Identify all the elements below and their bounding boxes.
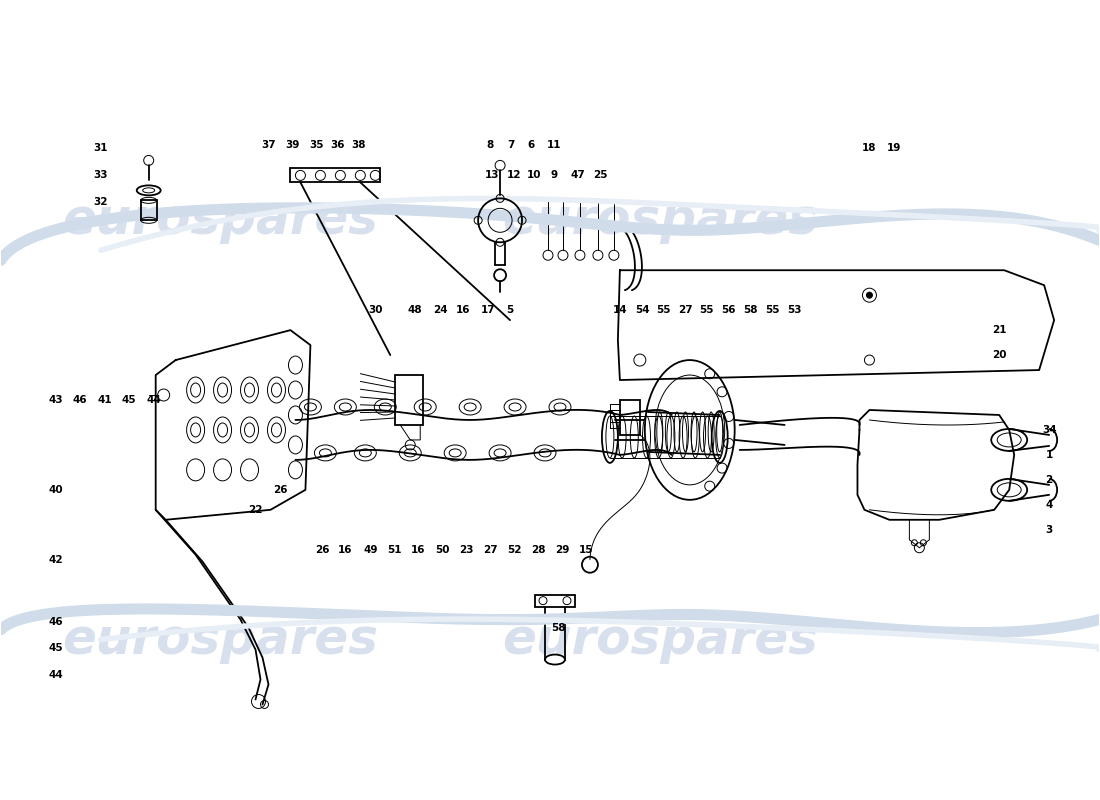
Text: 27: 27	[679, 305, 693, 315]
Text: 45: 45	[121, 395, 136, 405]
Bar	[620, 400, 640, 435]
Text: 26: 26	[273, 485, 288, 495]
Text: 27: 27	[483, 545, 497, 554]
Text: 38: 38	[351, 141, 365, 150]
Text: 7: 7	[507, 141, 515, 150]
Text: 46: 46	[48, 617, 63, 626]
Text: 41: 41	[98, 395, 112, 405]
Text: 58: 58	[551, 622, 565, 633]
Text: 55: 55	[700, 305, 714, 315]
Text: 26: 26	[315, 545, 330, 554]
Text: 19: 19	[888, 143, 902, 154]
Text: eurospares: eurospares	[502, 196, 817, 244]
Text: 24: 24	[433, 305, 448, 315]
Text: 56: 56	[722, 305, 736, 315]
Text: 44: 44	[146, 395, 161, 405]
Text: 58: 58	[744, 305, 758, 315]
Text: 3: 3	[1045, 525, 1053, 534]
Text: 50: 50	[434, 545, 450, 554]
Text: 34: 34	[1042, 425, 1056, 435]
Text: 22: 22	[249, 505, 263, 515]
Text: 32: 32	[94, 198, 108, 207]
Text: 25: 25	[593, 170, 607, 180]
Bar	[290, 169, 381, 182]
Text: 36: 36	[330, 141, 344, 150]
Text: 30: 30	[368, 305, 383, 315]
Text: 43: 43	[48, 395, 63, 405]
Text: 21: 21	[992, 325, 1007, 335]
Bar	[141, 200, 156, 220]
Text: 37: 37	[261, 141, 276, 150]
Text: 46: 46	[73, 395, 87, 405]
Text: 31: 31	[94, 143, 108, 154]
Text: 53: 53	[788, 305, 802, 315]
Text: 52: 52	[507, 545, 521, 554]
Text: 33: 33	[94, 170, 108, 180]
Text: 16: 16	[338, 545, 353, 554]
Text: 39: 39	[285, 141, 299, 150]
Text: 17: 17	[481, 305, 495, 315]
Text: 6: 6	[527, 141, 535, 150]
Text: 12: 12	[507, 170, 521, 180]
Text: eurospares: eurospares	[63, 196, 378, 244]
Text: 16: 16	[455, 305, 471, 315]
Text: eurospares: eurospares	[63, 615, 378, 663]
Text: 16: 16	[411, 545, 426, 554]
Text: 18: 18	[862, 143, 877, 154]
Text: 49: 49	[363, 545, 377, 554]
Text: eurospares: eurospares	[502, 615, 817, 663]
Text: 40: 40	[48, 485, 63, 495]
Text: 55: 55	[657, 305, 671, 315]
Text: 51: 51	[387, 545, 402, 554]
Text: 5: 5	[506, 305, 514, 315]
Bar	[535, 594, 575, 606]
Text: 2: 2	[1045, 475, 1053, 485]
Text: 47: 47	[571, 170, 585, 180]
Text: 29: 29	[554, 545, 569, 554]
Text: 14: 14	[613, 305, 627, 315]
Text: 45: 45	[48, 642, 63, 653]
Text: 44: 44	[48, 670, 63, 679]
Text: 8: 8	[486, 141, 494, 150]
Text: 23: 23	[459, 545, 473, 554]
Circle shape	[867, 292, 872, 298]
Text: 9: 9	[550, 170, 558, 180]
Bar	[395, 375, 424, 425]
Text: 15: 15	[579, 545, 593, 554]
Text: 11: 11	[547, 141, 561, 150]
Text: 13: 13	[485, 170, 499, 180]
Text: 28: 28	[531, 545, 546, 554]
Text: 35: 35	[309, 141, 323, 150]
Text: 48: 48	[408, 305, 422, 315]
Text: 54: 54	[636, 305, 650, 315]
Text: 1: 1	[1045, 450, 1053, 460]
Text: 4: 4	[1045, 500, 1053, 510]
Text: 20: 20	[992, 350, 1007, 360]
Text: 55: 55	[766, 305, 780, 315]
Text: 42: 42	[48, 554, 63, 565]
Text: 10: 10	[527, 170, 541, 180]
